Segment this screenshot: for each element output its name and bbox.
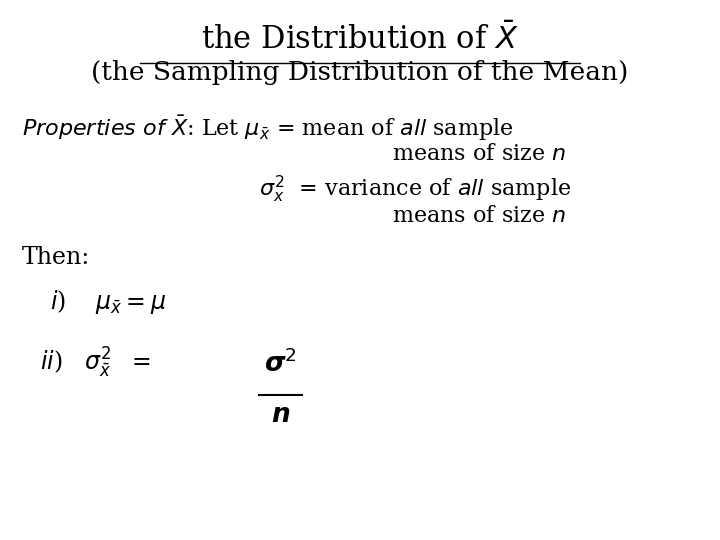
Text: $\mathit{Properties\ of}\ \bar{X}$: Let $\mu_{\bar{x}}$ = mean of $\mathit{all}$: $\mathit{Properties\ of}\ \bar{X}$: Let … xyxy=(22,113,513,143)
Text: the Distribution of $\bar{X}$: the Distribution of $\bar{X}$ xyxy=(201,24,519,57)
Text: $\mathit{i}$)    $\mu_{\bar{x}} = \mu$: $\mathit{i}$) $\mu_{\bar{x}} = \mu$ xyxy=(50,288,167,316)
Text: $\boldsymbol{\sigma}^2$: $\boldsymbol{\sigma}^2$ xyxy=(264,348,297,377)
Text: $\boldsymbol{n}$: $\boldsymbol{n}$ xyxy=(271,402,290,427)
Text: Then:: Then: xyxy=(22,246,90,269)
Text: means of size $\mathit{n}$: means of size $\mathit{n}$ xyxy=(392,143,567,165)
Text: means of size $\mathit{n}$: means of size $\mathit{n}$ xyxy=(392,205,567,227)
Text: (the Sampling Distribution of the Mean): (the Sampling Distribution of the Mean) xyxy=(91,60,629,85)
Text: $\mathit{ii}$)   $\sigma^2_{\bar{x}}$  $=$: $\mathit{ii}$) $\sigma^2_{\bar{x}}$ $=$ xyxy=(40,346,150,380)
Text: $\sigma^2_{x}$  = variance of $\mathit{all}$ sample: $\sigma^2_{x}$ = variance of $\mathit{al… xyxy=(259,174,572,205)
